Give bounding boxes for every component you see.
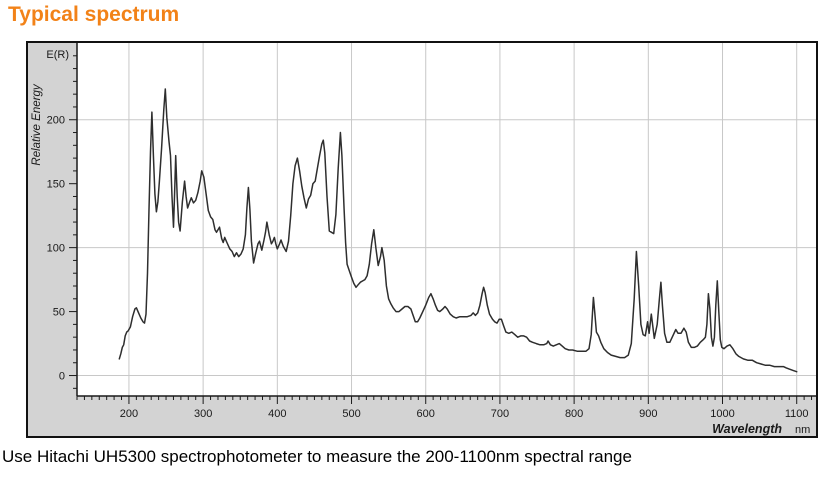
- ticks: [69, 55, 813, 404]
- svg-text:700: 700: [491, 408, 509, 420]
- svg-text:500: 500: [342, 408, 360, 420]
- y-axis-title: Relative Energy: [31, 83, 43, 165]
- svg-text:1000: 1000: [710, 408, 734, 420]
- svg-text:50: 50: [53, 307, 65, 319]
- tick-labels: 200 300 400 500 600 700 800 900 1000 1100 0 50 100 15…: [47, 115, 809, 420]
- svg-text:300: 300: [194, 408, 212, 420]
- plot-area: [77, 43, 816, 396]
- spectrum-curve: [118, 88, 798, 373]
- x-axis-unit: nm: [795, 424, 810, 436]
- spectrum-chart: 200 300 400 500 600 700 800 900 1000 1100 0 50 100 15…: [26, 41, 818, 438]
- gridlines: [77, 43, 816, 396]
- svg-text:0: 0: [59, 371, 65, 383]
- svg-text:400: 400: [268, 408, 286, 420]
- svg-text:100: 100: [47, 243, 65, 255]
- caption: Use Hitachi UH5300 spectrophotometer to …: [2, 447, 632, 466]
- y-axis-corner-label: E(R): [46, 49, 69, 61]
- page-title: Typical spectrum: [8, 3, 180, 26]
- svg-text:1100: 1100: [785, 408, 809, 420]
- spectrum-svg: 200 300 400 500 600 700 800 900 1000 1100 0 50 100 15…: [31, 43, 816, 436]
- svg-text:150: 150: [47, 179, 65, 191]
- svg-text:800: 800: [565, 408, 583, 420]
- svg-text:200: 200: [120, 408, 138, 420]
- svg-text:600: 600: [417, 408, 435, 420]
- svg-text:900: 900: [639, 408, 657, 420]
- x-axis-title: Wavelength: [712, 422, 782, 436]
- svg-text:200: 200: [47, 115, 65, 127]
